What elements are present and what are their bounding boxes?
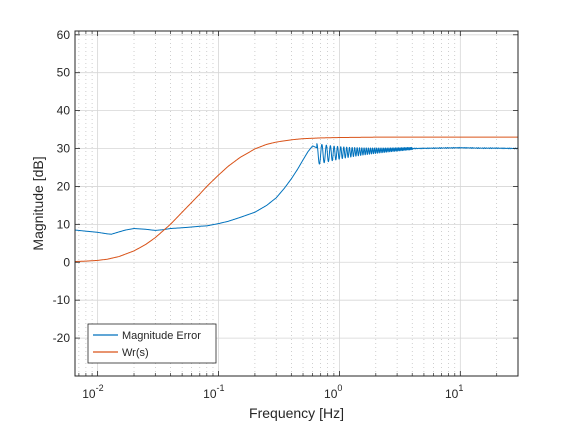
legend-label: Wr(s) bbox=[122, 347, 149, 359]
legend-label: Magnitude Error bbox=[122, 330, 201, 342]
minor-grid bbox=[78, 31, 498, 376]
x-tick-label-exponent: -1 bbox=[217, 383, 225, 393]
x-tick-label-base: 10 bbox=[324, 387, 338, 401]
tick-marks bbox=[75, 31, 518, 376]
x-tick-label-base: 10 bbox=[445, 387, 459, 401]
series-layer bbox=[74, 136, 519, 263]
plot-background bbox=[75, 31, 518, 376]
y-tick-label: 0 bbox=[63, 255, 70, 269]
y-tick-labels: -20 -10 0 10 20 30 40 50 60 bbox=[53, 28, 71, 345]
y-tick-label: 60 bbox=[57, 28, 71, 42]
y-axis-label: Magnitude [dB] bbox=[30, 156, 46, 250]
series-line-wr-s bbox=[74, 136, 518, 263]
y-tick-label: 50 bbox=[57, 66, 71, 80]
plot-frame bbox=[74, 30, 519, 377]
legend: Magnitude Error Wr(s) bbox=[87, 323, 217, 364]
y-tick-label: 30 bbox=[57, 142, 71, 156]
x-tick-label: 10 -2 bbox=[82, 383, 103, 401]
x-tick-labels: 10 -2 10 -1 10 0 10 1 bbox=[82, 383, 463, 401]
y-tick-label: 10 bbox=[57, 217, 71, 231]
legend-box bbox=[87, 323, 217, 364]
y-tick-label: -10 bbox=[53, 293, 71, 307]
x-tick-label: 10 0 bbox=[324, 383, 342, 401]
x-axis-label: Frequency [Hz] bbox=[249, 405, 344, 421]
x-tick-label: 10 1 bbox=[445, 383, 463, 401]
x-tick-label-base: 10 bbox=[82, 387, 96, 401]
x-tick-label-exponent: -2 bbox=[96, 383, 104, 393]
series-line-magnitude-error bbox=[74, 143, 519, 235]
x-tick-label-exponent: 1 bbox=[458, 383, 463, 393]
x-tick-label-base: 10 bbox=[203, 387, 217, 401]
y-tick-label: -20 bbox=[53, 331, 71, 345]
y-tick-label: 20 bbox=[57, 179, 71, 193]
y-tick-label: 40 bbox=[57, 104, 71, 118]
x-tick-label: 10 -1 bbox=[203, 383, 224, 401]
x-tick-label-exponent: 0 bbox=[337, 383, 342, 393]
